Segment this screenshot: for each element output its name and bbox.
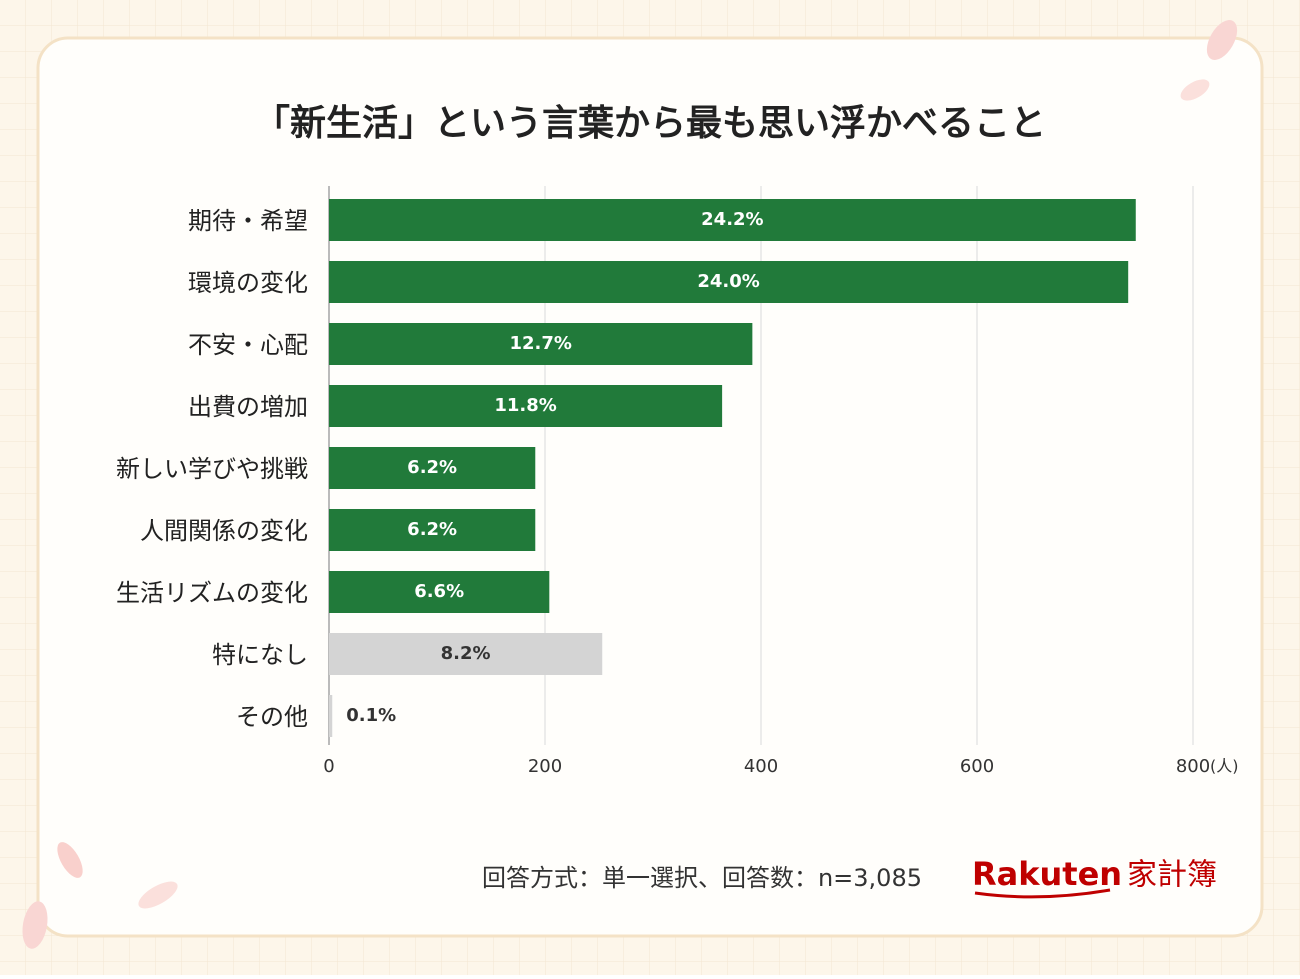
bar <box>329 261 1129 303</box>
bar <box>329 509 536 551</box>
y-tick-label: 生活リズムの変化 <box>116 579 308 607</box>
petal <box>138 881 178 909</box>
value-label: 12.7% <box>509 333 571 354</box>
chart-title: 「新生活」という言葉から最も思い浮かべること <box>254 103 1046 144</box>
petal <box>1180 79 1210 101</box>
y-tick-label: 出費の増加 <box>188 393 308 421</box>
x-unit: (人) <box>1210 757 1239 776</box>
value-label: 6.2% <box>407 457 457 478</box>
bar <box>329 447 536 489</box>
y-tick-label: 人間関係の変化 <box>140 517 308 545</box>
bar <box>329 695 333 737</box>
bar <box>329 571 550 613</box>
bar <box>329 323 753 365</box>
card <box>36 36 1264 938</box>
value-label: 24.0% <box>697 271 759 292</box>
y-tick-label: 不安・心配 <box>188 331 308 359</box>
bar <box>329 385 723 427</box>
value-label: 0.1% <box>346 705 396 726</box>
logo-brand: Rakuten <box>972 855 1122 893</box>
value-label: 11.8% <box>494 395 556 416</box>
bar <box>329 633 603 675</box>
x-tick-label: 600 <box>960 756 994 777</box>
value-label: 6.6% <box>414 581 464 602</box>
y-tick-label: 環境の変化 <box>188 269 308 297</box>
value-label: 24.2% <box>701 209 763 230</box>
petal <box>57 842 83 878</box>
note: 回答方式：単一選択、回答数：n=3,085 <box>482 864 922 892</box>
petal <box>22 901 48 949</box>
value-label: 8.2% <box>441 643 491 664</box>
y-tick-label: 期待・希望 <box>188 207 308 235</box>
value-label: 6.2% <box>407 519 457 540</box>
x-tick-label: 400 <box>744 756 778 777</box>
x-tick-label: 200 <box>528 756 562 777</box>
logo-product: 家計簿 <box>1127 858 1217 893</box>
bar <box>329 199 1136 241</box>
y-tick-label: 新しい学びや挑戦 <box>116 455 308 483</box>
x-tick-label: 800 <box>1176 756 1210 777</box>
petal <box>1206 20 1238 60</box>
y-tick-label: その他 <box>236 703 308 731</box>
y-tick-label: 特になし <box>212 641 308 669</box>
logo-swoosh <box>974 888 1111 899</box>
x-tick-label: 0 <box>323 756 334 777</box>
